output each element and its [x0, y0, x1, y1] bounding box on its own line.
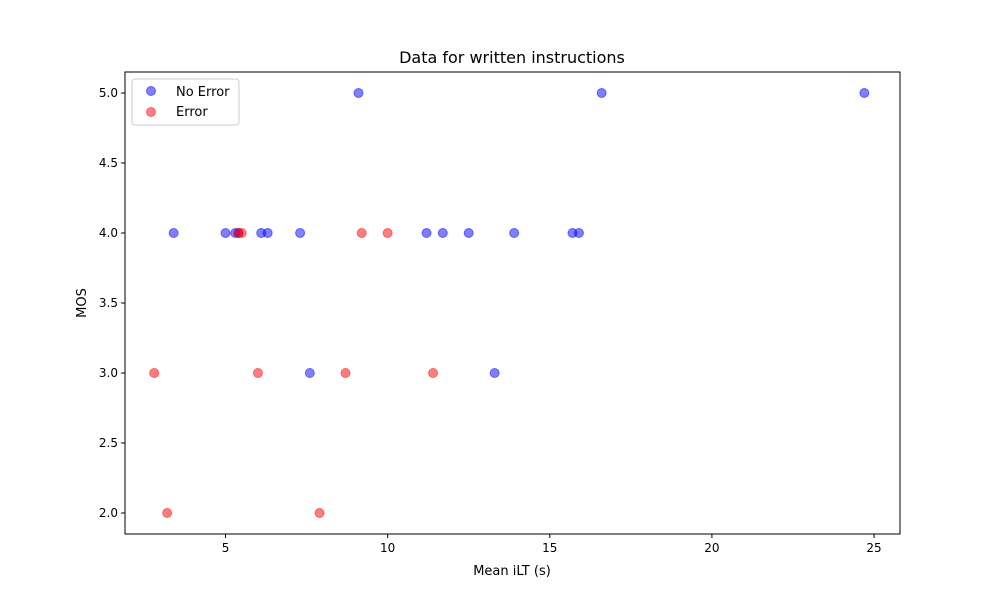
x-tick-label: 10: [380, 541, 395, 555]
legend-label-error: Error: [176, 105, 208, 120]
legend-frame: [131, 78, 240, 126]
chart-title: Data for written instructions: [399, 48, 625, 67]
x-axis-label: Mean iLT (s): [473, 564, 551, 579]
data-point: [149, 368, 160, 378]
data-layer: [149, 88, 870, 518]
data-point: [220, 228, 231, 238]
data-point: [573, 228, 584, 238]
legend-marker-no-error: [146, 86, 156, 96]
y-tick-label: 4.0: [99, 226, 118, 240]
data-point: [859, 88, 870, 98]
legend-marker-error: [146, 107, 156, 117]
data-point: [428, 368, 439, 378]
series-no-error: [168, 88, 870, 378]
y-axis-label: MOS: [75, 288, 90, 318]
data-point: [314, 508, 325, 518]
y-tick-label: 3.5: [99, 296, 118, 310]
data-point: [437, 228, 448, 238]
data-point: [509, 228, 520, 238]
data-point: [489, 368, 500, 378]
plot-frame: [124, 71, 901, 535]
series-error: [149, 228, 439, 518]
data-point: [421, 228, 432, 238]
y-tick-label: 3.0: [99, 366, 118, 380]
x-axis: 5 10 15 20 25: [222, 534, 882, 555]
data-point: [596, 88, 607, 98]
data-point: [262, 228, 273, 238]
y-tick-label: 2.0: [99, 506, 118, 520]
x-tick-label: 15: [542, 541, 557, 555]
x-tick-label: 20: [704, 541, 719, 555]
data-point: [168, 228, 179, 238]
legend-label-no-error: No Error: [176, 85, 230, 100]
x-tick-label: 25: [866, 541, 881, 555]
data-point: [356, 228, 367, 238]
data-point: [236, 228, 247, 238]
x-tick-label: 5: [222, 541, 230, 555]
y-axis: 2.0 2.5 3.0 3.5 4.0 4.5 5.0: [99, 86, 125, 520]
data-point: [382, 228, 393, 238]
data-point: [463, 228, 474, 238]
data-point: [252, 368, 263, 378]
data-point: [353, 88, 364, 98]
data-point: [162, 508, 173, 518]
data-point: [295, 228, 306, 238]
y-tick-label: 2.5: [99, 436, 118, 450]
data-point: [340, 368, 351, 378]
data-point: [304, 368, 315, 378]
y-tick-label: 4.5: [99, 156, 118, 170]
legend: No Error Error: [131, 78, 240, 126]
y-tick-label: 5.0: [99, 86, 118, 100]
